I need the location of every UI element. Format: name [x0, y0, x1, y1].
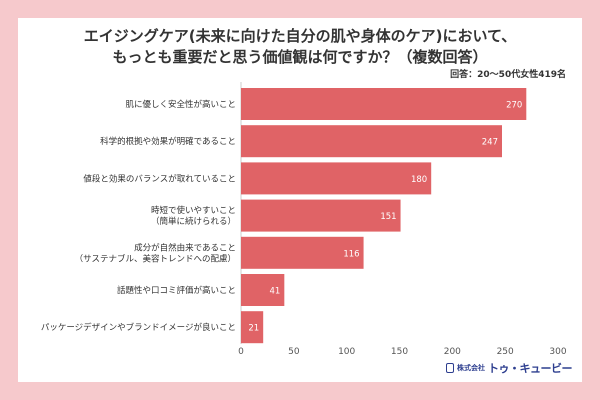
category-label-5-line-2: （サステナブル、美容トレンドへの配慮） — [75, 253, 236, 264]
value-label-4: 151 — [380, 212, 396, 222]
value-label-3: 180 — [411, 175, 427, 185]
category-label-5-line-1: 成分が自然由来であること — [134, 242, 236, 253]
bar-2 — [241, 125, 502, 158]
bar-6 — [241, 274, 285, 306]
respondents-note: 回答：20～50代女性419名 — [450, 70, 566, 80]
category-label-4-line-1: 時短で使いやすいこと — [151, 205, 236, 216]
logo-prefix: 株式会社 — [457, 364, 485, 372]
title-line-1: エイジングケア(未来に向けた自分の肌や身体のケア)において、 — [83, 27, 517, 45]
category-label-6: 話題性や口コミ評価が高いこと — [117, 285, 236, 296]
hourglass-icon — [446, 363, 454, 373]
bar-3 — [241, 162, 432, 195]
value-label-7: 21 — [248, 324, 259, 334]
title-line-2: もっとも重要だと思う価値観は何ですか？（複数回答） — [112, 48, 488, 66]
bar-chart: 270 肌に優しく安全性が高いこと 247 科学的根拠や効果が明確であること 180 値段… — [41, 82, 567, 357]
chart-title: エイジングケア(未来に向けた自分の肌や身体のケア)において、 もっとも重要だと思… — [18, 26, 582, 68]
bar-4 — [241, 199, 401, 232]
x-tick-label-5: 200 — [444, 347, 461, 357]
x-tick-label-7: 300 — [549, 347, 566, 357]
bar-5 — [241, 236, 364, 269]
logo-name: トゥ・キュービー — [488, 362, 573, 375]
value-label-5: 116 — [343, 249, 359, 259]
chart-card: エイジングケア(未来に向けた自分の肌や身体のケア)において、 もっとも重要だと思… — [18, 18, 582, 382]
category-label-7: パッケージデザインやブランドイメージが良いこと — [41, 322, 236, 333]
category-label-3: 値段と効果のバランスが取れていること — [83, 173, 236, 184]
company-logo: 株式会社 トゥ・キュービー — [446, 360, 573, 376]
value-label-6: 41 — [269, 287, 280, 297]
x-tick-label-1: 0 — [238, 347, 244, 357]
x-tick-label-3: 100 — [338, 347, 355, 357]
value-label-2: 247 — [482, 138, 498, 148]
category-label-1: 肌に優しく安全性が高いこと — [125, 99, 236, 110]
bar-1 — [241, 88, 527, 120]
x-tick-label-6: 250 — [497, 347, 514, 357]
category-label-4-line-2: （簡単に続けられる） — [151, 216, 236, 227]
x-tick-label-2: 50 — [288, 347, 300, 357]
category-label-2: 科学的根拠や効果が明確であること — [100, 136, 236, 147]
x-tick-label-4: 150 — [391, 347, 408, 357]
value-label-1: 270 — [506, 101, 522, 111]
bar-7 — [241, 311, 264, 344]
